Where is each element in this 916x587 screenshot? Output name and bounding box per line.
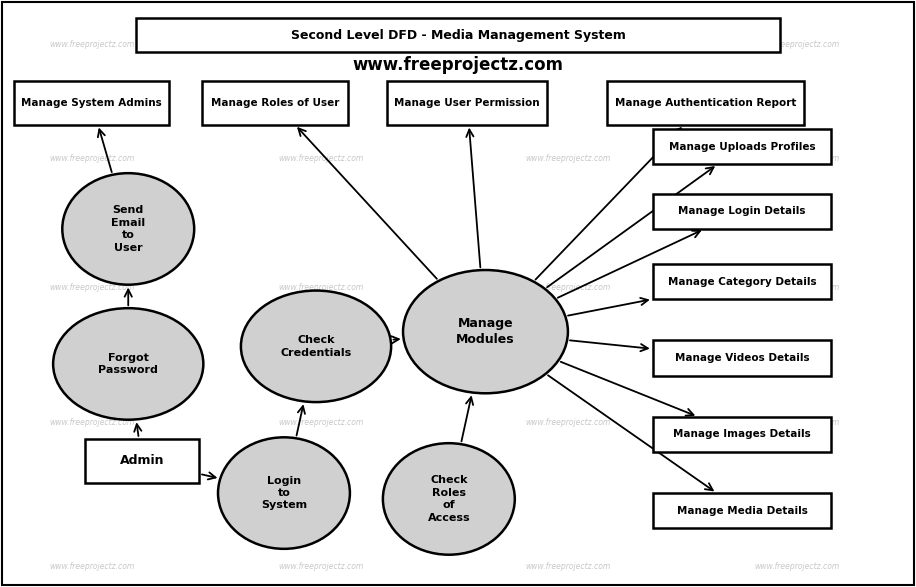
Bar — [652, 340, 832, 376]
Text: www.freeprojectz.com: www.freeprojectz.com — [49, 39, 135, 49]
Text: www.freeprojectz.com: www.freeprojectz.com — [278, 39, 364, 49]
Text: www.freeprojectz.com: www.freeprojectz.com — [754, 283, 840, 292]
Ellipse shape — [241, 291, 391, 402]
Bar — [136, 18, 780, 52]
Text: www.freeprojectz.com: www.freeprojectz.com — [525, 562, 611, 571]
Text: www.freeprojectz.com: www.freeprojectz.com — [525, 418, 611, 427]
Bar — [652, 264, 832, 299]
Text: Manage Roles of User: Manage Roles of User — [211, 97, 339, 108]
Text: Admin: Admin — [120, 454, 164, 467]
Text: www.freeprojectz.com: www.freeprojectz.com — [278, 562, 364, 571]
Text: www.freeprojectz.com: www.freeprojectz.com — [278, 283, 364, 292]
Text: www.freeprojectz.com: www.freeprojectz.com — [49, 418, 135, 427]
Text: Manage Authentication Report: Manage Authentication Report — [615, 97, 796, 108]
Text: www.freeprojectz.com: www.freeprojectz.com — [525, 154, 611, 163]
Text: www.freeprojectz.com: www.freeprojectz.com — [525, 283, 611, 292]
Text: Login
to
System: Login to System — [261, 475, 307, 511]
Text: www.freeprojectz.com: www.freeprojectz.com — [754, 39, 840, 49]
Bar — [606, 81, 804, 125]
Bar — [14, 81, 169, 125]
Text: Manage
Modules: Manage Modules — [456, 317, 515, 346]
Text: www.freeprojectz.com: www.freeprojectz.com — [49, 283, 135, 292]
Ellipse shape — [53, 308, 203, 420]
Text: www.freeprojectz.com: www.freeprojectz.com — [49, 154, 135, 163]
Text: Check
Credentials: Check Credentials — [280, 335, 352, 357]
Ellipse shape — [403, 270, 568, 393]
Text: Manage Login Details: Manage Login Details — [678, 206, 806, 217]
Text: www.freeprojectz.com: www.freeprojectz.com — [278, 154, 364, 163]
Text: www.freeprojectz.com: www.freeprojectz.com — [754, 418, 840, 427]
Text: Manage User Permission: Manage User Permission — [395, 97, 540, 108]
Text: Manage Uploads Profiles: Manage Uploads Profiles — [669, 141, 815, 152]
Bar — [387, 81, 548, 125]
Bar — [652, 417, 832, 452]
Text: Forgot
Password: Forgot Password — [98, 353, 158, 375]
Text: www.freeprojectz.com: www.freeprojectz.com — [754, 154, 840, 163]
Bar — [84, 439, 199, 483]
Text: www.freeprojectz.com: www.freeprojectz.com — [754, 562, 840, 571]
Ellipse shape — [62, 173, 194, 285]
Text: Check
Roles
of
Access: Check Roles of Access — [428, 475, 470, 522]
Bar — [652, 129, 832, 164]
Text: Send
Email
to
User: Send Email to User — [111, 205, 146, 252]
Text: www.freeprojectz.com: www.freeprojectz.com — [49, 562, 135, 571]
Text: Manage Category Details: Manage Category Details — [668, 276, 816, 287]
Text: Manage Videos Details: Manage Videos Details — [675, 353, 809, 363]
Ellipse shape — [218, 437, 350, 549]
Text: Manage System Admins: Manage System Admins — [21, 97, 162, 108]
Text: www.freeprojectz.com: www.freeprojectz.com — [278, 418, 364, 427]
Bar — [652, 493, 832, 528]
Ellipse shape — [383, 443, 515, 555]
Text: www.freeprojectz.com: www.freeprojectz.com — [525, 39, 611, 49]
Bar — [202, 81, 348, 125]
Text: Manage Images Details: Manage Images Details — [673, 429, 811, 440]
Text: Manage Media Details: Manage Media Details — [677, 505, 807, 516]
Text: www.freeprojectz.com: www.freeprojectz.com — [353, 56, 563, 73]
Bar — [652, 194, 832, 229]
Text: Second Level DFD - Media Management System: Second Level DFD - Media Management Syst… — [290, 29, 626, 42]
